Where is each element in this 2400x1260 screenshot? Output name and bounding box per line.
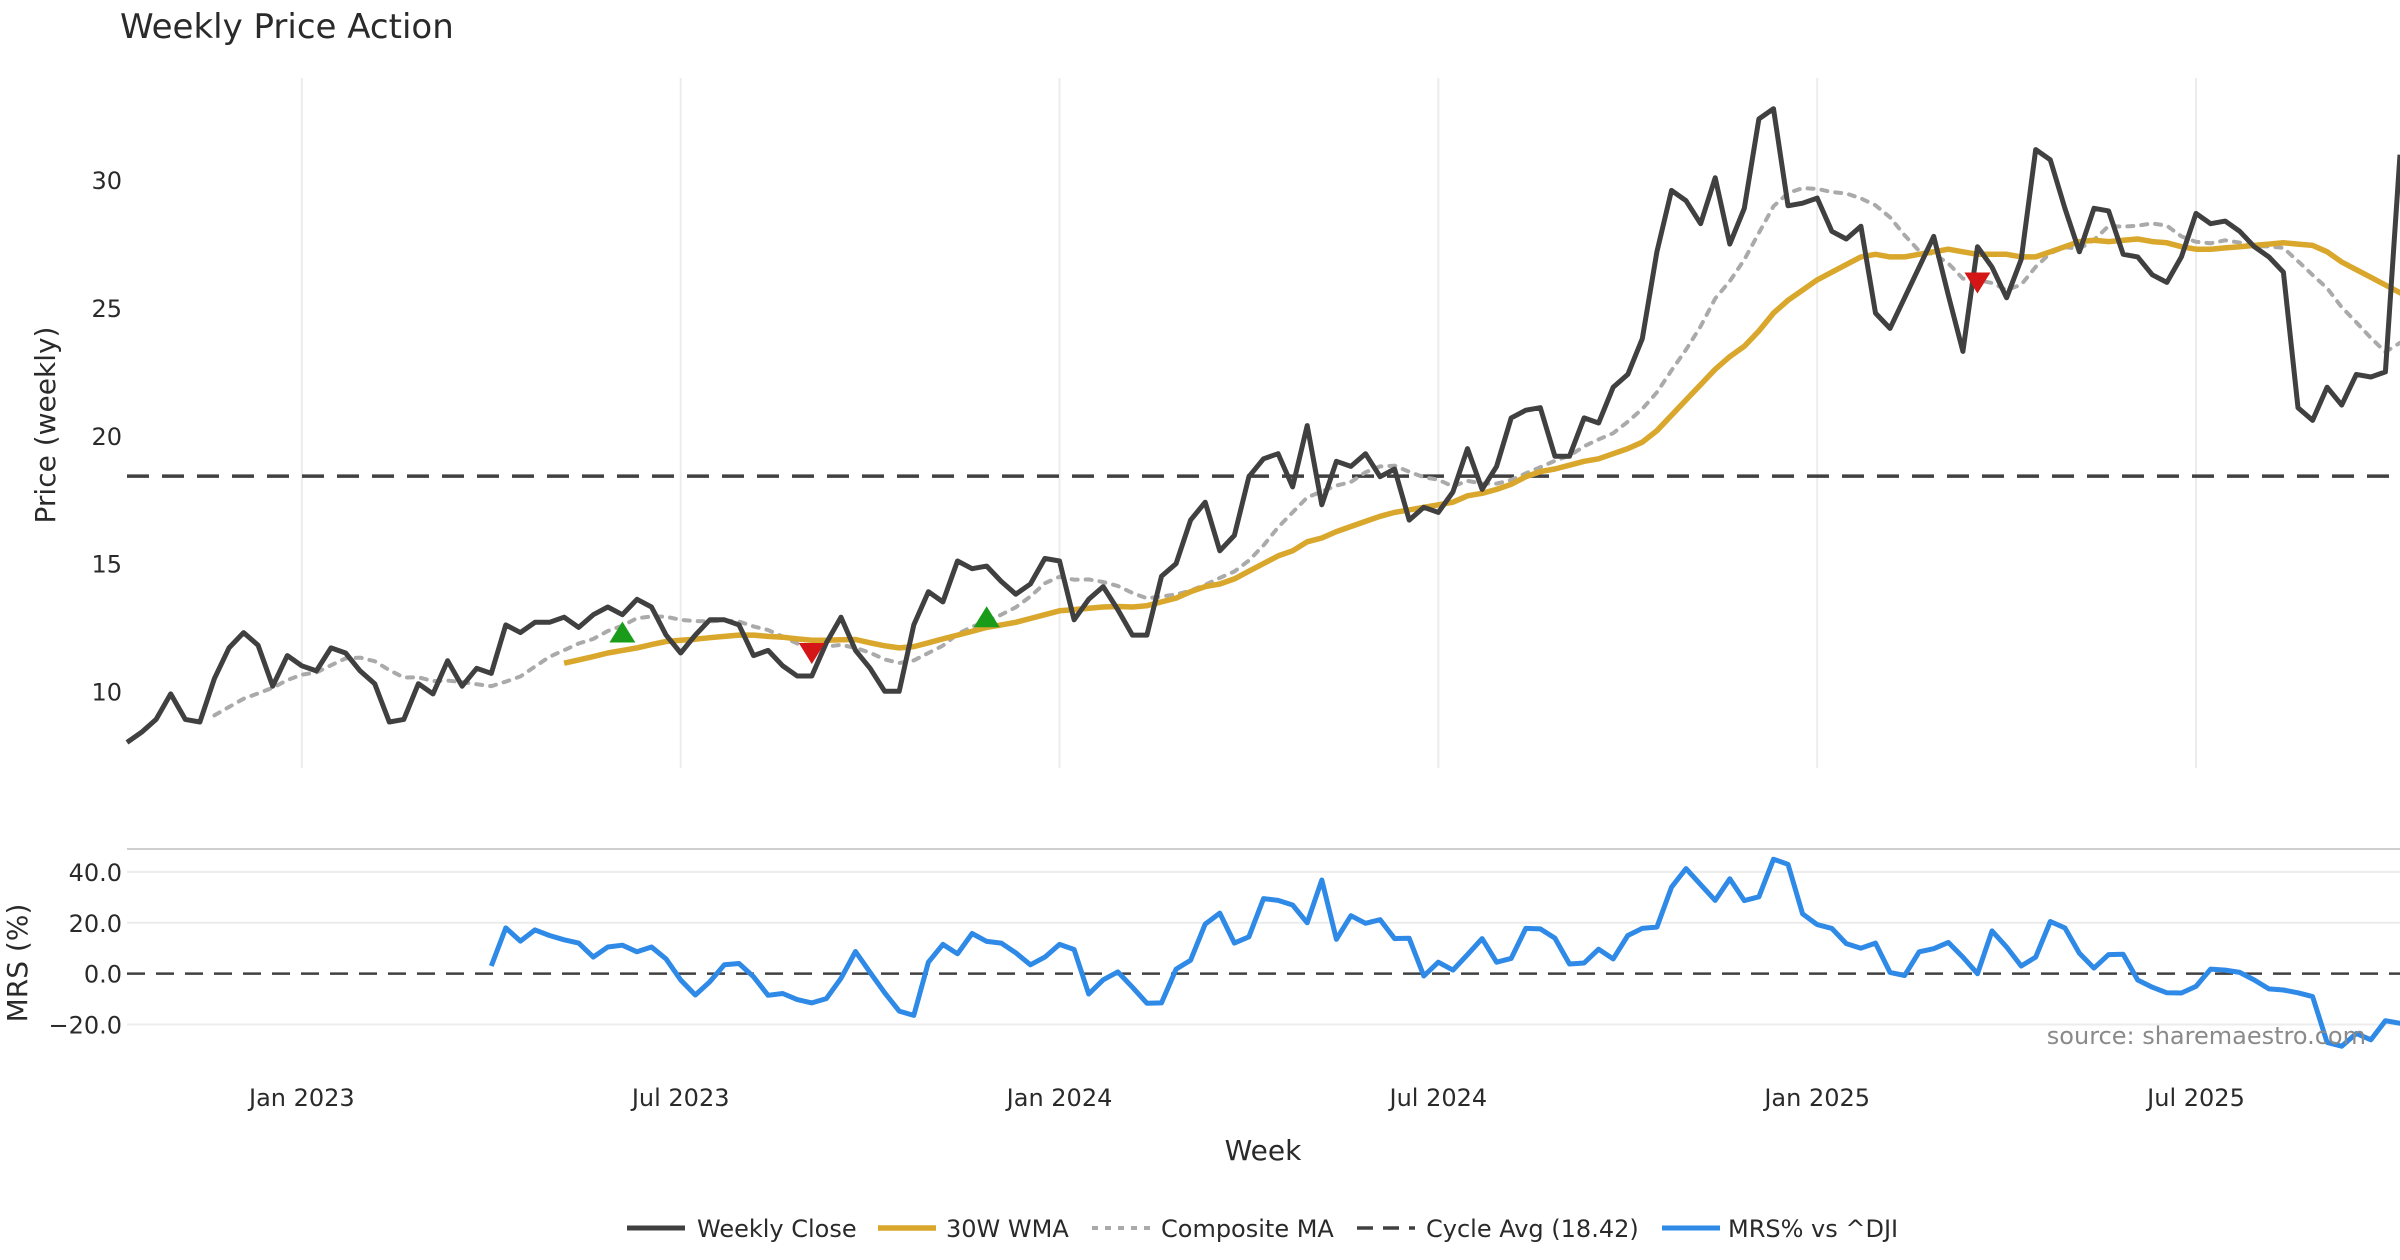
x-tick: Jan 2023	[247, 1084, 355, 1112]
composite-ma-line	[212, 186, 2400, 718]
price-y-tick: 10	[91, 678, 122, 706]
mrs-gridlines	[127, 870, 2400, 1026]
price-panel: 10 15 20 25 30 Price (weekly)	[29, 78, 2400, 768]
mrs-y-tick: 40.0	[69, 859, 122, 887]
price-y-tick: 30	[91, 167, 122, 195]
price-y-tick: 20	[91, 423, 122, 451]
price-y-axis-label: Price (weekly)	[29, 327, 62, 524]
legend-label-1: 30W WMA	[946, 1215, 1069, 1243]
legend-label-2: Composite MA	[1161, 1215, 1334, 1243]
mrs-panel: 40.0 20.0 0.0 −20.0 MRS (%) source: sharema…	[1, 848, 2400, 1050]
mrs-y-axis-label: MRS (%)	[1, 904, 34, 1023]
source-label: source: sharemaestro.com	[2047, 1022, 2366, 1050]
x-tick: Jul 2025	[2145, 1084, 2245, 1112]
x-axis-ticks: Jan 2023 Jul 2023 Jan 2024 Jul 2024 Jan 2025…	[247, 1084, 2245, 1112]
mrs-y-ticks: 40.0 20.0 0.0 −20.0	[48, 859, 122, 1040]
weekly-close-line	[125, 106, 2400, 745]
mrs-y-tick: −20.0	[48, 1012, 122, 1040]
wma-30w-line	[563, 236, 2400, 666]
signal-markers	[609, 272, 1991, 664]
mrs-y-tick: 0.0	[84, 961, 122, 989]
x-tick: Jul 2024	[1388, 1084, 1488, 1112]
legend-label-0: Weekly Close	[697, 1215, 857, 1243]
sell-marker-1	[1964, 272, 1991, 294]
chart-title: Weekly Price Action	[120, 7, 454, 47]
x-tick: Jul 2023	[630, 1084, 730, 1112]
x-axis-label: Week	[1225, 1134, 1302, 1167]
chart-legend: Weekly Close 30W WMA Composite MA Cycle Avg…	[627, 1215, 1898, 1243]
buy-marker-0	[609, 621, 636, 643]
x-tick: Jan 2024	[1005, 1084, 1113, 1112]
legend-label-3: Cycle Avg (18.42)	[1426, 1215, 1639, 1243]
price-y-tick: 25	[91, 295, 122, 323]
sell-marker-0	[798, 643, 825, 664]
price-y-ticks: 10 15 20 25 30	[91, 167, 122, 706]
price-y-tick: 15	[91, 551, 122, 579]
price-gridlines	[300, 78, 2198, 768]
legend-label-4: MRS% vs ^DJI	[1728, 1215, 1898, 1243]
mrs-y-tick: 20.0	[69, 910, 122, 938]
mrs-line	[488, 856, 2400, 1049]
buy-marker-1	[973, 606, 1000, 628]
x-tick: Jan 2025	[1762, 1084, 1870, 1112]
